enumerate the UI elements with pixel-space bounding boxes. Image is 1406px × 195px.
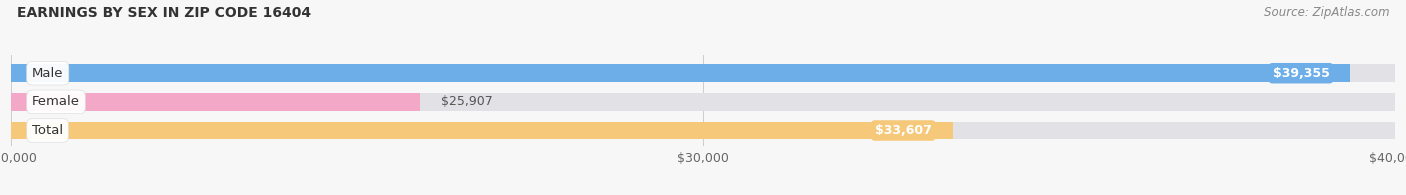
Text: $25,907: $25,907 [440,95,492,108]
Text: Source: ZipAtlas.com: Source: ZipAtlas.com [1264,6,1389,19]
Bar [11,122,952,139]
Bar [11,64,1395,82]
Text: EARNINGS BY SEX IN ZIP CODE 16404: EARNINGS BY SEX IN ZIP CODE 16404 [17,6,311,20]
Text: $33,607: $33,607 [875,124,932,137]
Text: Total: Total [32,124,63,137]
Bar [11,122,1395,139]
Text: Female: Female [32,95,80,108]
Bar [11,64,1350,82]
Text: $39,355: $39,355 [1272,67,1330,80]
Bar [11,93,420,111]
Bar [11,93,1395,111]
Text: Male: Male [32,67,63,80]
